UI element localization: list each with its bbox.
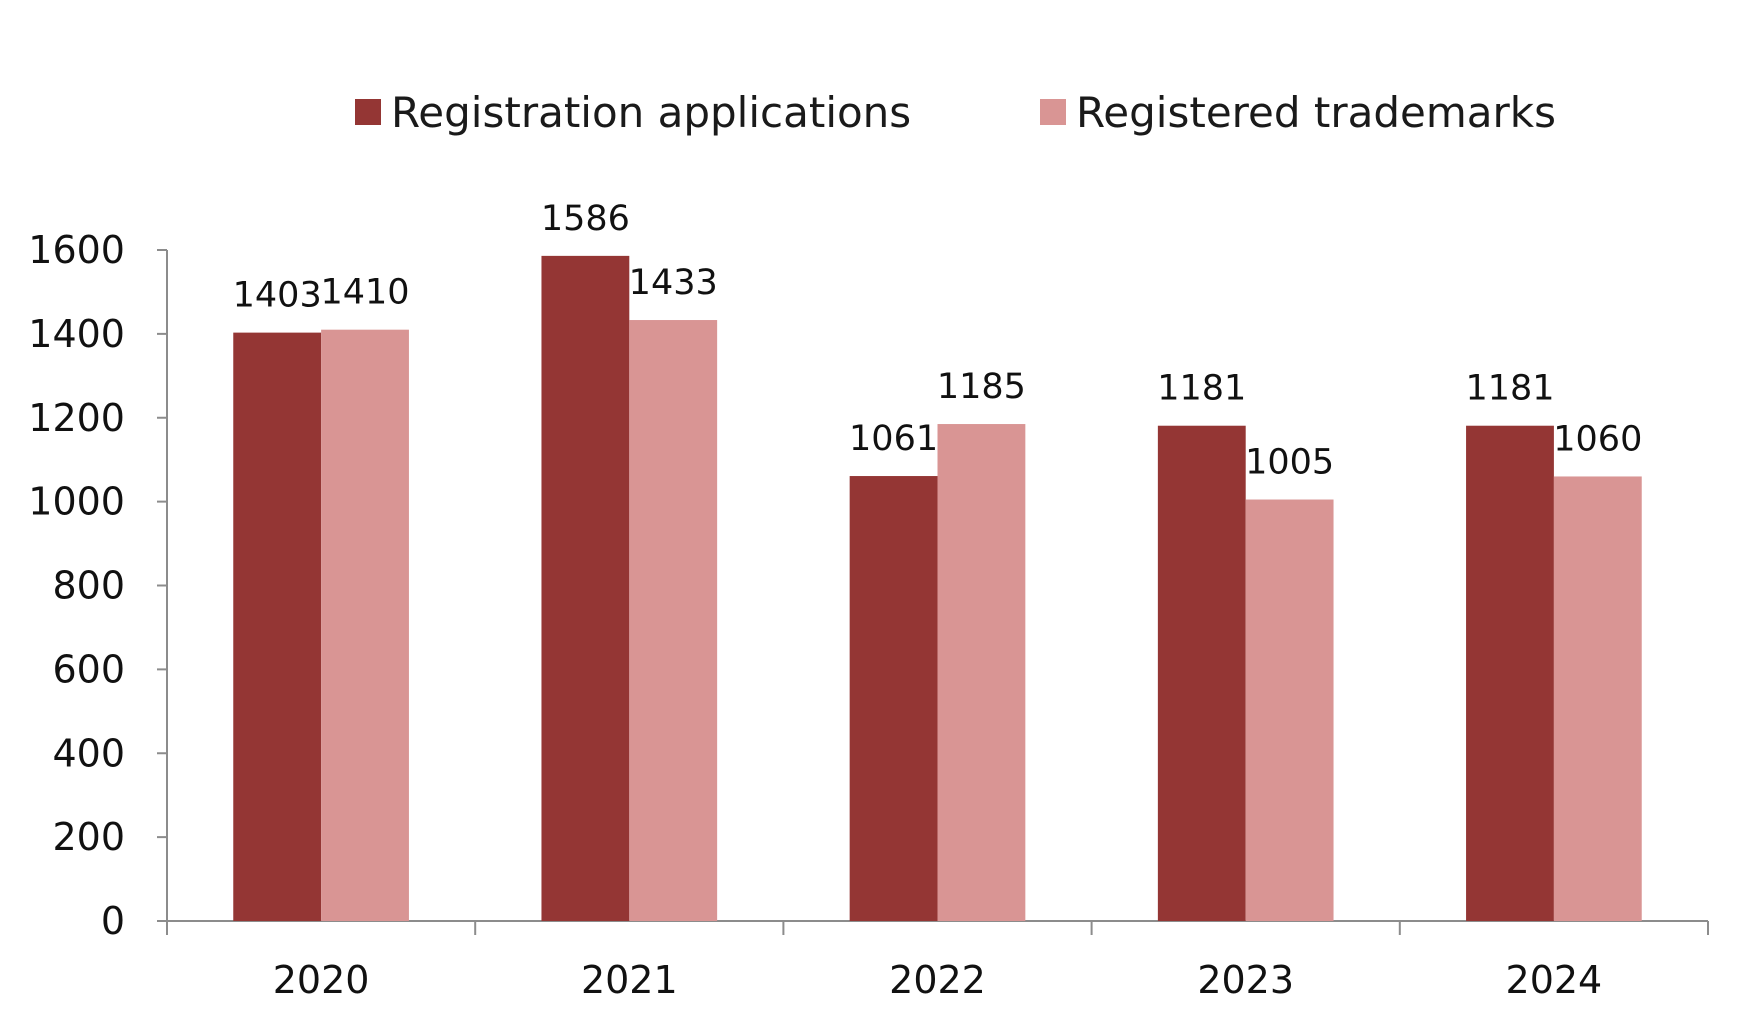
y-tick-label: 200 (52, 815, 125, 859)
y-axis: 0 200 400 600 800 1000 1200 1400 1600 (28, 228, 167, 943)
x-tick-label: 2024 (1506, 958, 1603, 1002)
y-tick-label: 1200 (28, 396, 125, 440)
x-tick-label: 2021 (581, 958, 678, 1002)
data-label-registered-trademarks-2020: 1410 (320, 273, 409, 313)
x-tick-label: 2022 (889, 958, 986, 1002)
bar-registration-applications-2022 (850, 476, 938, 921)
data-label-registered-trademarks-2023: 1005 (1245, 443, 1334, 483)
y-tick-label: 400 (52, 731, 125, 775)
bar-registered-trademarks-2024 (1554, 476, 1642, 921)
data-label-registered-trademarks-2024: 1060 (1553, 419, 1642, 459)
data-labels-group: 14031410 1586 1433 1061 1185 1181 1005 1181 1060 (233, 199, 1643, 483)
bars-group (233, 256, 1641, 921)
data-label-registration-applications-2021: 1586 (541, 199, 630, 239)
data-label-registration-applications-2020: 1403 (233, 276, 322, 316)
y-tick-label: 800 (52, 564, 125, 608)
y-tick-label: 1400 (28, 312, 125, 356)
bar-registration-applications-2021 (541, 256, 629, 921)
y-tick-label: 1600 (28, 228, 125, 272)
data-label-registration-applications-2022: 1061 (849, 419, 938, 459)
x-tick-label: 2020 (273, 958, 370, 1002)
data-label-registration-applications-2024: 1181 (1465, 369, 1554, 409)
bar-registered-trademarks-2023 (1246, 500, 1334, 921)
bar-registered-trademarks-2022 (938, 424, 1026, 921)
data-label-registration-applications-2023: 1181 (1157, 369, 1246, 409)
bar-registered-trademarks-2020 (321, 330, 409, 921)
y-tick-label: 1000 (28, 480, 125, 524)
data-label-registered-trademarks-2022: 1185 (937, 367, 1026, 407)
x-axis: 2020 2021 2022 2023 2024 (167, 921, 1708, 1002)
y-tick-label: 0 (101, 899, 125, 943)
data-label-registered-trademarks-2021: 1433 (629, 263, 718, 303)
bar-registration-applications-2023 (1158, 426, 1246, 921)
x-tick-label: 2023 (1197, 958, 1294, 1002)
bar-registration-applications-2020 (233, 333, 321, 921)
y-tick-label: 600 (52, 647, 125, 691)
bar-registered-trademarks-2021 (629, 320, 717, 921)
bar-registration-applications-2024 (1466, 426, 1554, 921)
